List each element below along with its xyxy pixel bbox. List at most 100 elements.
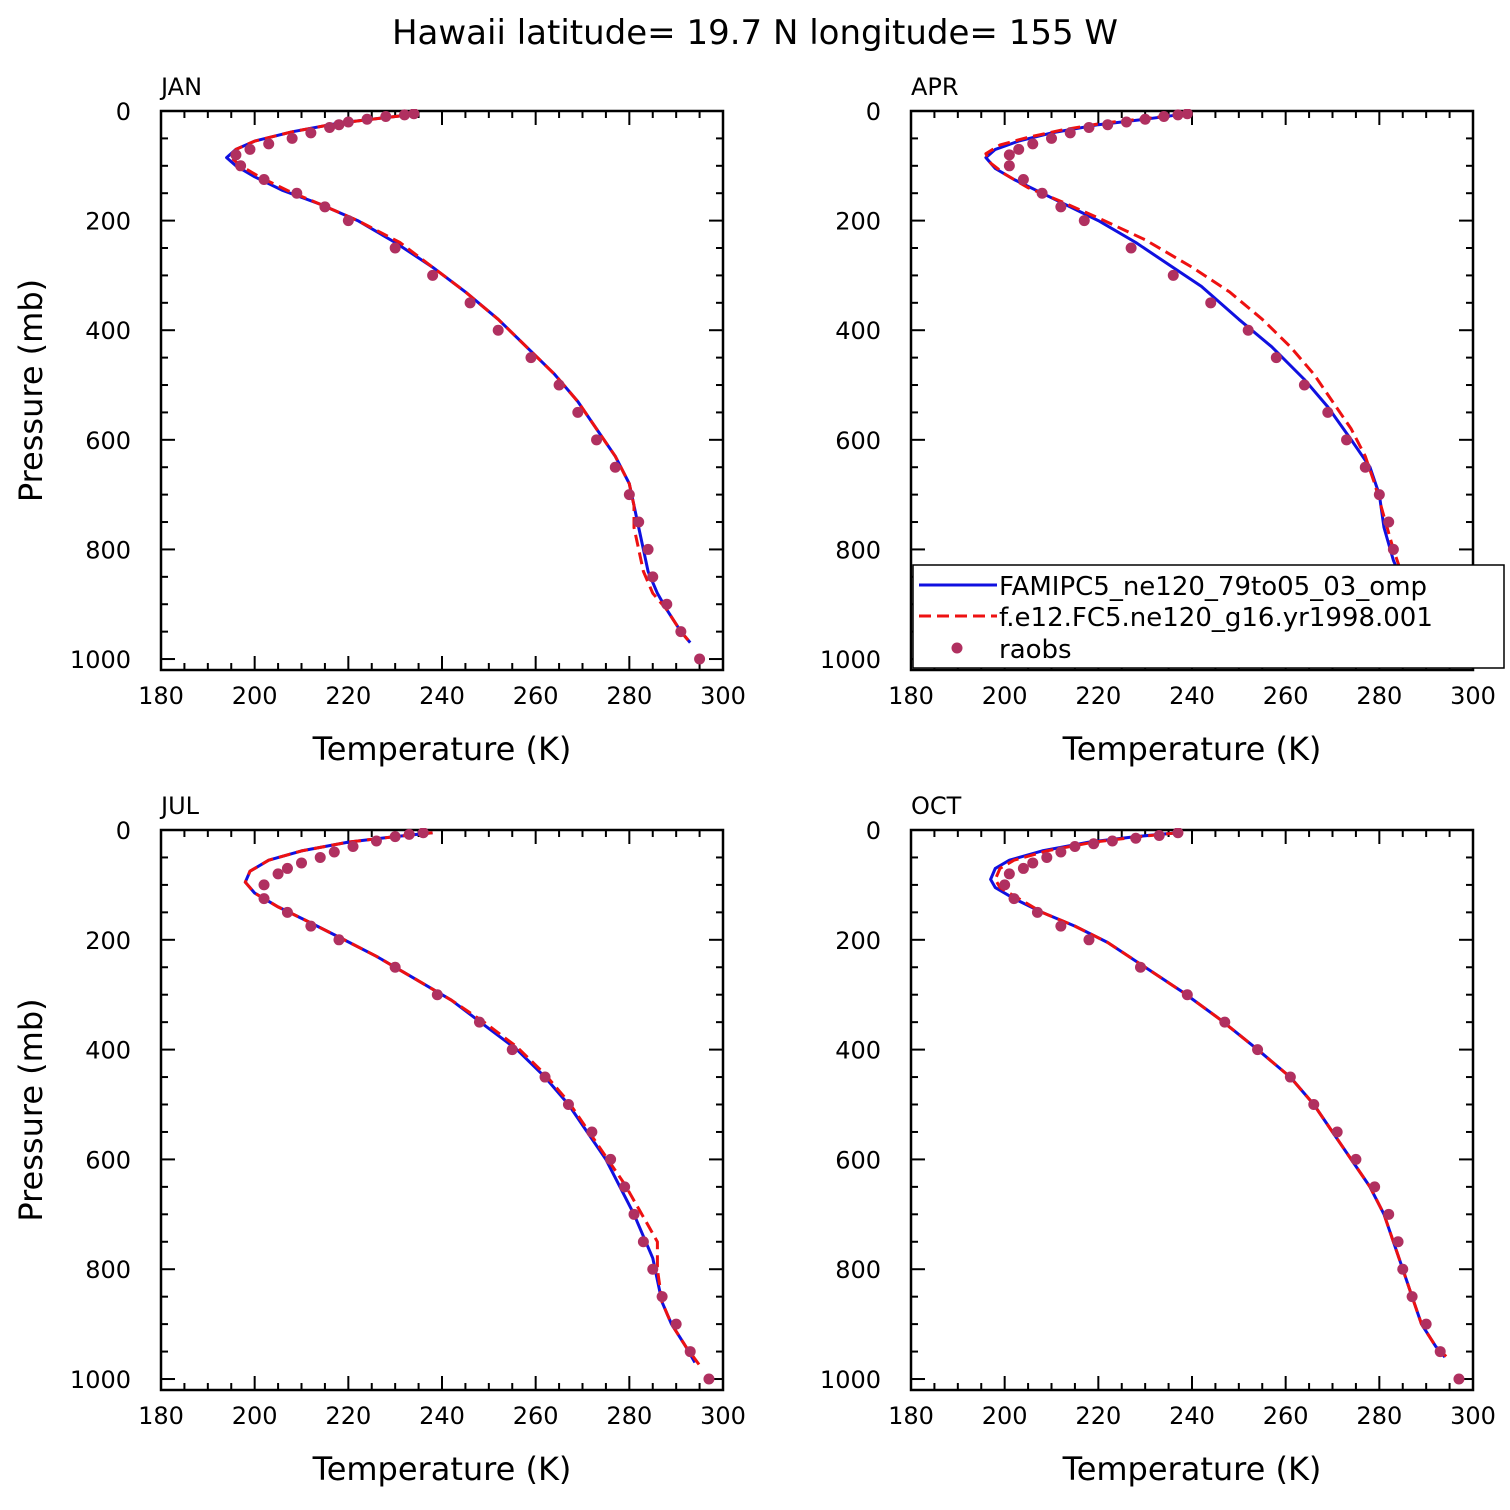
- data-point: [1027, 138, 1039, 150]
- x-tick-label: 280: [1356, 682, 1402, 710]
- y-tick-label: 400: [835, 317, 881, 345]
- y-axis: 0 200 400 600 800 1000: [820, 98, 1473, 674]
- panel-jan: 180 200 220 240 260 280 300 Temperature (K) 0 200…: [12, 73, 746, 768]
- x-tick-label: 200: [982, 682, 1028, 710]
- x-axis: 180 200 220 240 260 280 300 Temperature (K): [888, 830, 1496, 1488]
- x-tick-label: 280: [606, 682, 652, 710]
- data-point: [1219, 1016, 1231, 1028]
- x-tick-label: 180: [888, 1402, 934, 1430]
- series-obs: [999, 828, 1465, 1385]
- data-point: [1003, 149, 1015, 161]
- data-point: [258, 893, 270, 905]
- data-point: [591, 434, 603, 446]
- x-axis-label: Temperature (K): [312, 730, 572, 768]
- series-group: [243, 828, 715, 1385]
- data-point: [1106, 835, 1118, 847]
- x-tick-label: 300: [700, 1402, 746, 1430]
- series-line-model2: [243, 831, 701, 1367]
- data-point: [1003, 160, 1015, 172]
- plot-frame: [159, 828, 725, 1392]
- data-point: [263, 138, 275, 150]
- y-tick-label: 600: [835, 1146, 881, 1174]
- y-axis: 0 200 400 600 800 1000 Pressure (mb): [12, 98, 723, 674]
- data-point: [291, 187, 303, 199]
- data-point: [642, 543, 654, 555]
- x-tick-label: 280: [1356, 1402, 1402, 1430]
- x-tick-label: 180: [888, 682, 934, 710]
- y-tick-label: 800: [835, 1256, 881, 1284]
- data-point: [675, 626, 687, 638]
- panel-label: OCT: [911, 792, 962, 820]
- data-point: [1134, 961, 1146, 973]
- data-point: [1102, 119, 1114, 131]
- legend-label: f.e12.FC5.ne120_g16.yr1998.001: [999, 603, 1433, 633]
- x-tick-label: 180: [138, 682, 184, 710]
- series-line-model1: [243, 831, 697, 1364]
- data-point: [305, 920, 317, 932]
- data-point: [347, 840, 359, 852]
- data-point: [1083, 121, 1095, 133]
- data-point: [1359, 461, 1371, 473]
- data-point: [1046, 132, 1057, 144]
- x-tick-label: 240: [1169, 1402, 1215, 1430]
- x-tick-label: 220: [325, 682, 371, 710]
- y-tick-label: 800: [85, 1256, 131, 1284]
- data-point: [403, 828, 415, 840]
- data-point: [417, 828, 429, 839]
- data-point: [525, 352, 537, 364]
- y-tick-label: 600: [835, 427, 881, 455]
- y-tick-label: 200: [835, 208, 881, 236]
- x-tick-label: 240: [419, 1402, 465, 1430]
- data-point: [389, 961, 401, 973]
- data-point: [1013, 143, 1025, 155]
- data-point: [1453, 1373, 1465, 1385]
- data-point: [1434, 1346, 1446, 1358]
- x-tick-label: 240: [1169, 682, 1215, 710]
- data-point: [1172, 828, 1184, 839]
- data-point: [637, 1236, 649, 1248]
- data-point: [431, 989, 443, 1001]
- y-tick-label: 200: [85, 927, 131, 955]
- data-point: [999, 879, 1011, 891]
- data-point: [1078, 215, 1090, 227]
- y-tick-label: 600: [85, 1146, 131, 1174]
- data-point: [1308, 1099, 1320, 1111]
- data-point: [1420, 1318, 1432, 1330]
- data-point: [694, 653, 706, 665]
- panel-oct: 180 200 220 240 260 280 300 Temperature (K) 0 200…: [820, 792, 1496, 1488]
- data-point: [389, 242, 401, 254]
- data-point: [609, 461, 621, 473]
- y-tick-label: 1000: [70, 1366, 131, 1394]
- series-line-model1: [984, 112, 1437, 638]
- data-point: [230, 149, 242, 161]
- y-tick-label: 400: [85, 317, 131, 345]
- y-tick-label: 0: [116, 817, 131, 845]
- data-point: [1088, 838, 1100, 850]
- y-tick-label: 0: [116, 98, 131, 126]
- series-group: [989, 828, 1465, 1385]
- panel-label: JAN: [159, 73, 202, 101]
- x-axis-label: Temperature (K): [1062, 1450, 1322, 1488]
- data-point: [1153, 829, 1165, 841]
- x-axis-label: Temperature (K): [312, 1450, 572, 1488]
- y-tick-label: 600: [85, 427, 131, 455]
- panel-jul: 180 200 220 240 260 280 300 Temperature (K) 0 200…: [12, 792, 746, 1488]
- data-point: [553, 379, 565, 391]
- legend-label: FAMIPC5_ne120_79to05_03_omp: [999, 572, 1427, 602]
- data-point: [1139, 113, 1151, 125]
- plot-frame: [159, 109, 725, 672]
- legend: FAMIPC5_ne120_79to05_03_ompf.e12.FC5.ne1…: [912, 564, 1505, 669]
- series-line-model1: [989, 831, 1447, 1359]
- y-axis-label: Pressure (mb): [12, 279, 50, 502]
- data-point: [684, 1346, 696, 1358]
- x-tick-label: 200: [232, 682, 278, 710]
- data-point: [1158, 110, 1170, 122]
- x-tick-label: 260: [1263, 1402, 1309, 1430]
- series-obs: [230, 109, 706, 665]
- data-point: [1027, 857, 1039, 869]
- y-tick-label: 1000: [70, 646, 131, 674]
- data-point: [370, 835, 382, 847]
- x-tick-label: 260: [513, 682, 559, 710]
- data-point: [1406, 1291, 1418, 1303]
